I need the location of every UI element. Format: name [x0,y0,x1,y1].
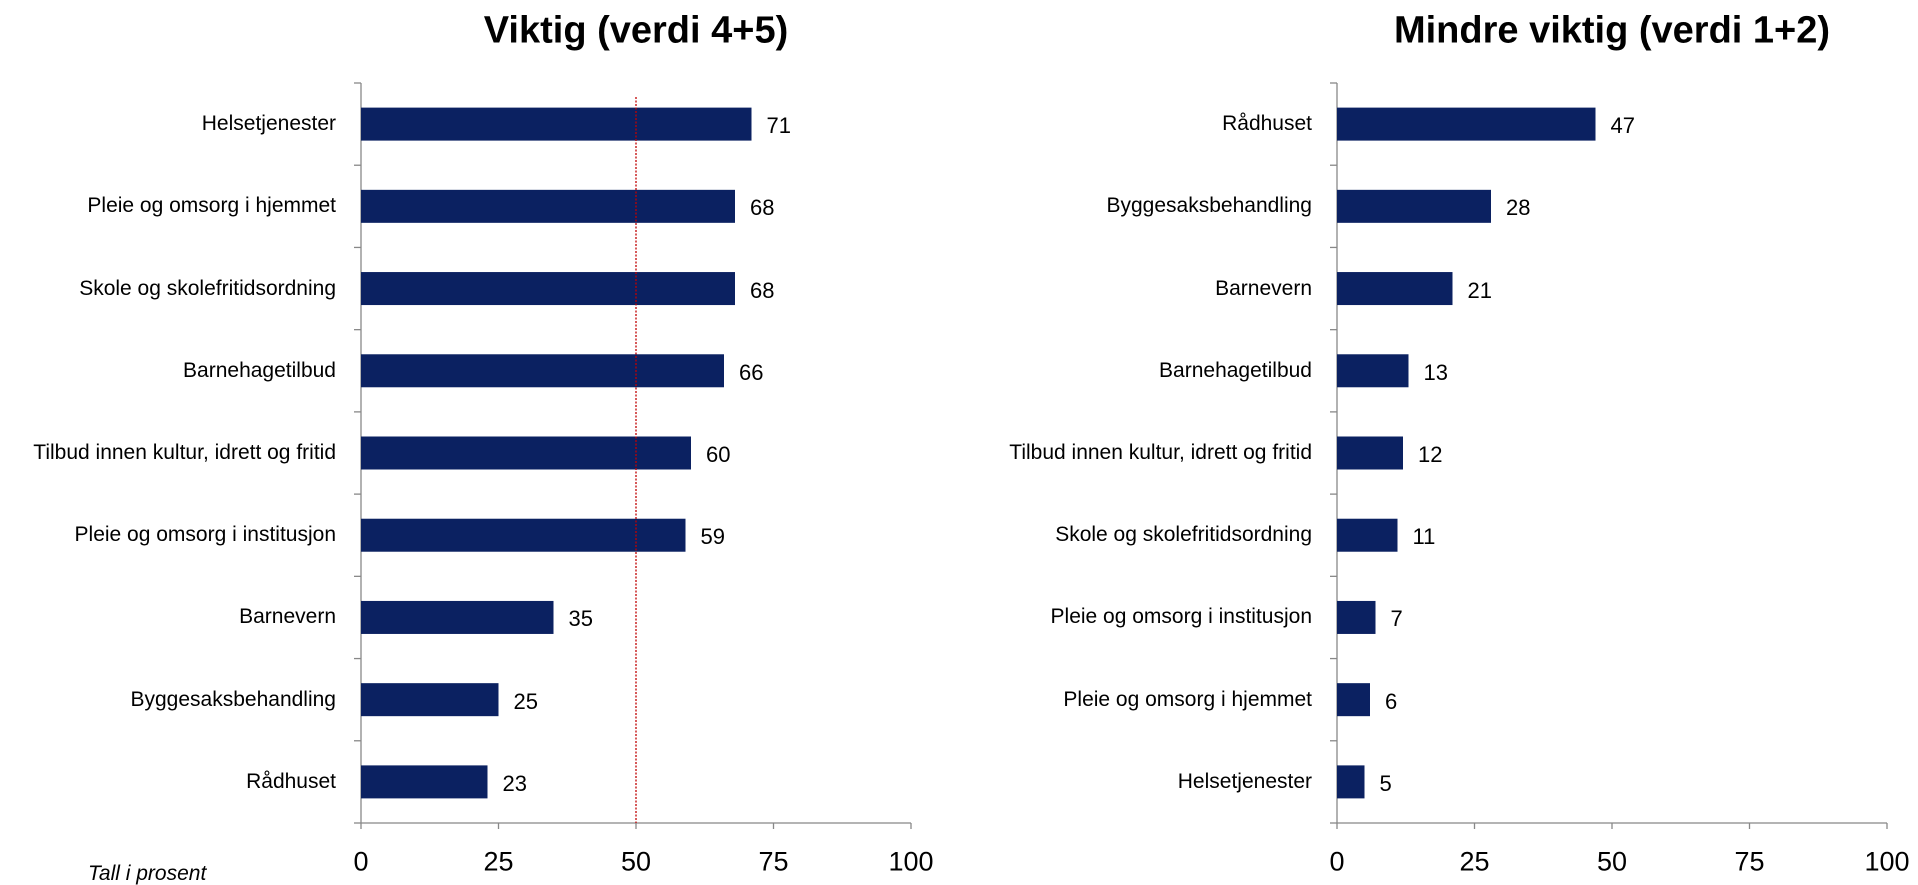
bar [361,272,735,306]
category-text: Rådhuset [246,769,336,793]
category-label: Tilbud innen kultur, idrett og fritid [6,441,336,465]
category-text: Pleie og omsorg i institusjon [74,523,336,547]
bar [361,354,724,388]
x-tick-label: 50 [620,846,652,877]
category-text: Tilbud innen kultur, idrett og fritid [1009,441,1312,464]
category-label: Pleie og omsorg i institusjon [6,523,336,547]
value-label: 35 [568,606,593,632]
bar [1337,600,1376,634]
category-text: Pleie og omsorg i hjemmet [1063,687,1312,711]
value-label: 28 [1506,195,1531,221]
value-label: 5 [1379,770,1392,796]
category-text: Helsetjenester [1177,769,1312,793]
bar [361,765,488,799]
category-text: Barnehagetilbud [1159,358,1312,382]
bar [361,600,554,634]
chart-title: Viktig (verdi 4+5) [483,9,789,52]
category-label: Byggesaksbehandling [982,194,1313,218]
value-label: 11 [1412,524,1436,550]
category-text: Pleie og omsorg i hjemmet [87,194,336,218]
x-tick-label: 100 [1864,846,1910,877]
value-label: 68 [750,277,775,303]
category-label: Pleie og omsorg i hjemmet [6,194,336,218]
value-label: 60 [706,442,731,467]
bar [1337,354,1409,388]
category-label: Pleie og omsorg i hjemmet [982,688,1312,712]
value-label: 59 [700,524,725,550]
x-tick-label: 0 [1329,846,1345,877]
bar [1337,189,1491,223]
category-text: Byggesaksbehandling [1106,194,1313,218]
bar [1337,518,1398,552]
category-label: Barnevern [982,277,1312,301]
category-text: Helsetjenester [201,112,336,136]
category-text: Skole og skolefritidsordning [1055,523,1312,547]
category-label: Rådhuset [6,770,336,794]
category-label: Barnevern [6,605,336,629]
category-label: Helsetjenester [6,112,336,136]
value-label: 68 [750,195,775,221]
value-label: 12 [1418,442,1443,467]
bar [1337,765,1365,799]
category-text: Skole og skolefritidsordning [79,276,336,300]
value-label: 7 [1390,606,1403,632]
annotation: Tall i prosent [88,862,207,885]
bar [1337,272,1453,306]
bar [361,107,752,141]
bar [1337,436,1403,470]
value-label: 13 [1423,359,1448,385]
x-tick-label: 75 [758,846,789,877]
bar [1337,107,1596,141]
category-label: Helsetjenester [982,770,1312,794]
x-tick-label: 25 [483,846,514,877]
category-label: Rådhuset [982,112,1312,136]
bar [361,518,686,552]
value-label: 6 [1385,688,1398,714]
x-tick-label: 50 [1596,846,1628,877]
category-text: Barnevern [1215,276,1312,300]
category-label: Tilbud innen kultur, idrett og fritid [982,441,1312,465]
category-text: Rådhuset [1222,112,1312,136]
bar [1337,683,1370,717]
value-label: 66 [739,359,764,385]
value-label: 21 [1467,277,1492,303]
x-tick-label: 75 [1734,846,1765,877]
bar [361,436,691,470]
category-text: Barnehagetilbud [183,358,336,382]
category-label: Pleie og omsorg i institusjon [982,605,1312,629]
category-text: Tilbud innen kultur, idrett og fritid [33,441,336,464]
x-tick-label: 100 [888,846,934,877]
category-text: Byggesaksbehandling [130,687,337,711]
x-tick-label: 25 [1459,846,1490,877]
chart-title: Mindre viktig (verdi 1+2) [1393,9,1831,52]
category-label: Barnehagetilbud [982,359,1312,383]
category-text: Pleie og omsorg i institusjon [1050,605,1312,629]
bar [361,683,499,717]
category-label: Skole og skolefritidsordning [982,523,1312,547]
value-label: 23 [502,770,527,796]
value-label: 25 [513,688,538,714]
category-text: Barnevern [239,605,336,629]
category-label: Barnehagetilbud [6,359,336,383]
value-label: 47 [1610,113,1635,139]
x-tick-label: 0 [353,846,369,877]
category-label: Byggesaksbehandling [6,687,337,712]
category-label: Skole og skolefritidsordning [6,277,336,301]
bar [361,189,735,223]
value-label: 71 [766,113,791,139]
